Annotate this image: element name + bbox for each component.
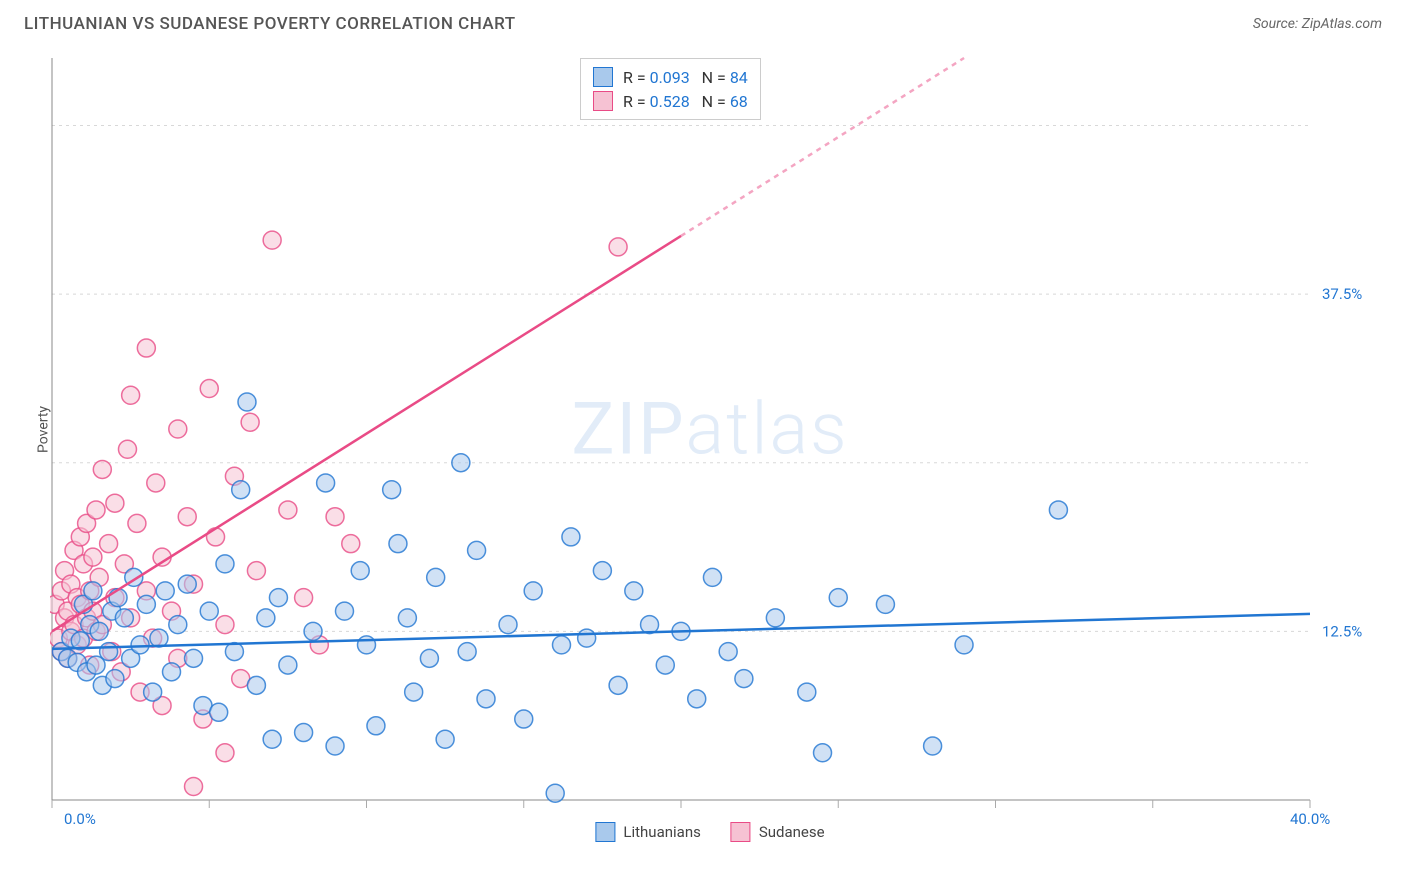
- chart-header: LITHUANIAN VS SUDANESE POVERTY CORRELATI…: [0, 0, 1406, 44]
- svg-text:0.0%: 0.0%: [64, 810, 96, 828]
- chart-title: LITHUANIAN VS SUDANESE POVERTY CORRELATI…: [24, 14, 516, 34]
- legend-item-lithuanians: Lithuanians: [595, 822, 700, 842]
- swatch-lithuanians: [593, 67, 613, 87]
- chart-source: Source: ZipAtlas.com: [1253, 16, 1382, 32]
- legend-row-lithuanians: R = 0.093 N = 84: [593, 65, 748, 89]
- swatch-lithuanians: [595, 822, 615, 842]
- legend-row-sudanese: R = 0.528 N = 68: [593, 89, 748, 113]
- swatch-sudanese: [731, 822, 751, 842]
- correlation-legend: R = 0.093 N = 84 R = 0.528 N = 68: [580, 58, 761, 120]
- scatter-plot: 12.5% 37.5% 0.0% 40.0%: [50, 50, 1370, 840]
- swatch-sudanese: [593, 91, 613, 111]
- svg-text:37.5%: 37.5%: [1322, 285, 1362, 303]
- chart-area: Poverty ZIPatlas 12.5%37.5%0.0%40.0% R =…: [50, 50, 1370, 840]
- svg-text:12.5%: 12.5%: [1322, 622, 1362, 640]
- series-legend: Lithuanians Sudanese: [595, 822, 824, 842]
- svg-text:40.0%: 40.0%: [1290, 810, 1330, 828]
- legend-item-sudanese: Sudanese: [731, 822, 825, 842]
